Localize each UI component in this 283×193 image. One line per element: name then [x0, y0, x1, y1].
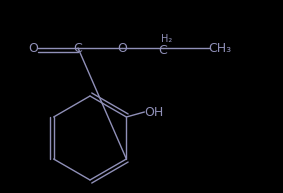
Text: C: C	[159, 43, 167, 57]
Text: CH₃: CH₃	[209, 41, 231, 54]
Text: C: C	[74, 41, 82, 54]
Text: O: O	[117, 41, 127, 54]
Text: H₂: H₂	[161, 34, 173, 44]
Text: O: O	[28, 41, 38, 54]
Text: OH: OH	[145, 106, 164, 119]
